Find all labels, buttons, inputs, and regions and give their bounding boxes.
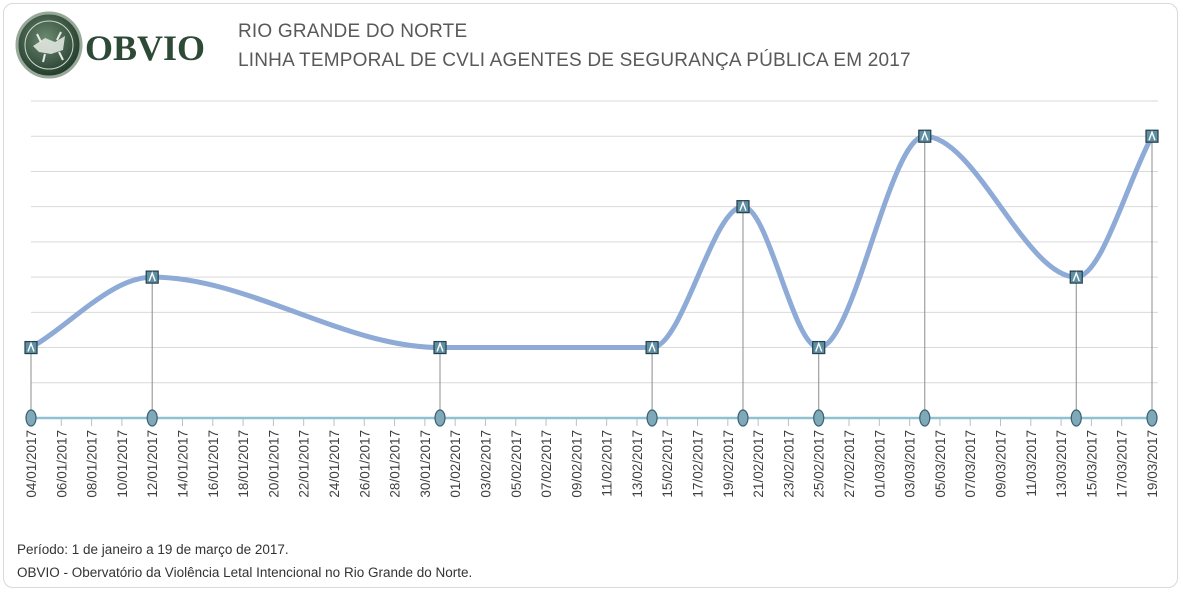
x-tick-label: 28/01/2017 <box>388 430 403 498</box>
data-point-glyph <box>148 271 156 282</box>
x-tick-label: 13/02/2017 <box>630 430 645 498</box>
x-tick-label: 19/03/2017 <box>1145 430 1160 498</box>
x-tick-label: 27/02/2017 <box>842 430 857 498</box>
x-tick-label: 21/02/2017 <box>751 430 766 498</box>
x-tick-label: 17/02/2017 <box>691 430 706 498</box>
baseline-marker <box>25 409 37 427</box>
x-tick-label: 23/02/2017 <box>781 430 796 498</box>
x-tick-label: 06/01/2017 <box>54 430 69 498</box>
baseline-marker <box>737 409 749 427</box>
baseline-marker <box>146 409 158 427</box>
x-tick-label: 03/03/2017 <box>903 430 918 498</box>
x-tick-label: 09/03/2017 <box>994 430 1009 498</box>
x-tick-label: 11/03/2017 <box>1024 430 1039 497</box>
x-tick-label: 05/03/2017 <box>933 430 948 498</box>
x-tick-label: 20/01/2017 <box>266 430 281 498</box>
data-point-glyph <box>27 341 35 352</box>
x-tick-label: 05/02/2017 <box>509 430 524 498</box>
chart-region-title: RIO GRANDE DO NORTE <box>238 21 468 42</box>
x-tick-label: 08/01/2017 <box>85 430 100 498</box>
x-tick-label: 24/01/2017 <box>327 430 342 498</box>
x-tick-label: 15/03/2017 <box>1084 430 1099 498</box>
x-tick-label: 25/02/2017 <box>812 430 827 498</box>
x-tick-label: 19/02/2017 <box>721 430 736 498</box>
x-tick-label: 11/02/2017 <box>600 430 615 497</box>
baseline-marker <box>1146 409 1158 427</box>
x-tick-label: 01/02/2017 <box>448 430 463 498</box>
x-tick-label: 07/03/2017 <box>963 430 978 498</box>
x-tick-label: 18/01/2017 <box>236 430 251 498</box>
x-tick-label: 04/01/2017 <box>24 430 39 498</box>
x-tick-label: 15/02/2017 <box>660 430 675 498</box>
data-point-glyph <box>739 200 747 211</box>
data-point-glyph <box>815 341 823 352</box>
chart-title: LINHA TEMPORAL DE CVLI AGENTES DE SEGURA… <box>238 50 911 71</box>
x-tick-label: 03/02/2017 <box>478 430 493 498</box>
period-note: Período: 1 de janeiro a 19 de março de 2… <box>17 542 289 557</box>
baseline-marker <box>1070 409 1082 427</box>
x-tick-label: 01/03/2017 <box>872 430 887 498</box>
x-tick-label: 26/01/2017 <box>357 430 372 498</box>
data-point-glyph <box>921 130 929 141</box>
source-note: OBVIO - Obervatório da Violência Letal I… <box>17 565 473 580</box>
obvio-logo: OBVIO <box>15 11 205 79</box>
x-tick-label: 09/02/2017 <box>569 430 584 498</box>
x-tick-label: 17/03/2017 <box>1115 430 1130 498</box>
data-point-glyph <box>436 341 444 352</box>
logo-text: OBVIO <box>85 28 205 68</box>
data-point-glyph <box>648 341 656 352</box>
x-tick-label: 30/01/2017 <box>418 430 433 498</box>
x-tick-label: 07/02/2017 <box>539 430 554 498</box>
baseline-marker <box>646 409 658 427</box>
x-tick-label: 13/03/2017 <box>1054 430 1069 498</box>
x-tick-label: 10/01/2017 <box>115 430 130 498</box>
x-tick-label: 14/01/2017 <box>175 430 190 498</box>
baseline-marker <box>434 409 446 427</box>
data-point-glyph <box>1072 271 1080 282</box>
x-tick-label: 16/01/2017 <box>206 430 221 498</box>
baseline-marker <box>919 409 931 427</box>
x-tick-label: 22/01/2017 <box>297 430 312 498</box>
data-point-glyph <box>1148 130 1156 141</box>
x-tick-label: 12/01/2017 <box>145 430 160 498</box>
baseline-marker <box>813 409 825 427</box>
